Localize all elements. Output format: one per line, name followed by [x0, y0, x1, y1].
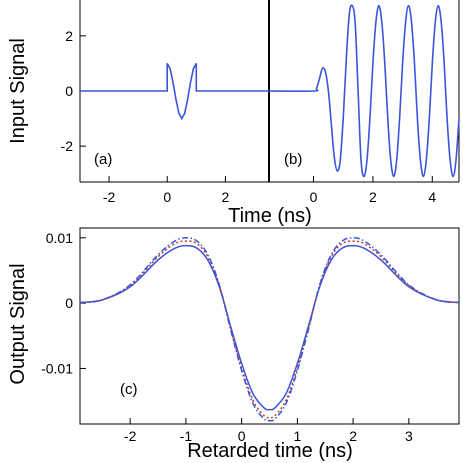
- panel-b-lines: [268, 4, 460, 178]
- ytick-label: 2: [65, 28, 73, 44]
- xtick-label: -1: [180, 428, 193, 444]
- input-pulse-a-line: [80, 63, 269, 121]
- input-wave-b-line: [268, 4, 460, 178]
- xtick-label: 2: [369, 189, 377, 205]
- panel-label-b: (b): [284, 151, 302, 168]
- ytick-label: 0: [65, 83, 73, 99]
- panel-b-ticks: 0 2 4: [310, 176, 436, 205]
- xtick-label: 4: [428, 189, 436, 205]
- panel-a-lines: [80, 63, 269, 121]
- bottom-frame: [79, 227, 460, 425]
- xtick-label: 0: [310, 189, 318, 205]
- panel-c-lines: [79, 237, 460, 422]
- top-xlabel: Time (ns): [228, 205, 312, 227]
- xtick-label: -2: [103, 189, 116, 205]
- ytick-label: 0: [65, 295, 73, 311]
- ytick-label: 0.01: [46, 230, 73, 246]
- xtick-label: 0: [163, 189, 171, 205]
- xtick-label: 2: [349, 428, 357, 444]
- ytick-label: -0.01: [41, 360, 73, 376]
- xtick-label: 0: [238, 428, 246, 444]
- xtick-label: -2: [124, 428, 137, 444]
- bottom-ylabel: Output Signal: [7, 263, 29, 384]
- panel-a-ticks: 2 0 -2 -2 0 2: [61, 28, 230, 205]
- xtick-label: 1: [293, 428, 301, 444]
- panel-label-a: (a): [94, 151, 112, 168]
- top-ylabel: Input Signal: [7, 38, 29, 144]
- output-signal-line-dashdot: [79, 237, 460, 422]
- panel-label-c: (c): [120, 381, 138, 398]
- bottom-xlabel: Retarded time (ns): [187, 440, 353, 462]
- xtick-label: 3: [405, 428, 413, 444]
- ytick-label: -2: [61, 138, 74, 154]
- xtick-label: 2: [221, 189, 229, 205]
- output-signal-line-solid: [79, 244, 460, 411]
- panel-c-ticks: 0.01 0 -0.01 -2 -1 0 1 2 3: [41, 230, 413, 444]
